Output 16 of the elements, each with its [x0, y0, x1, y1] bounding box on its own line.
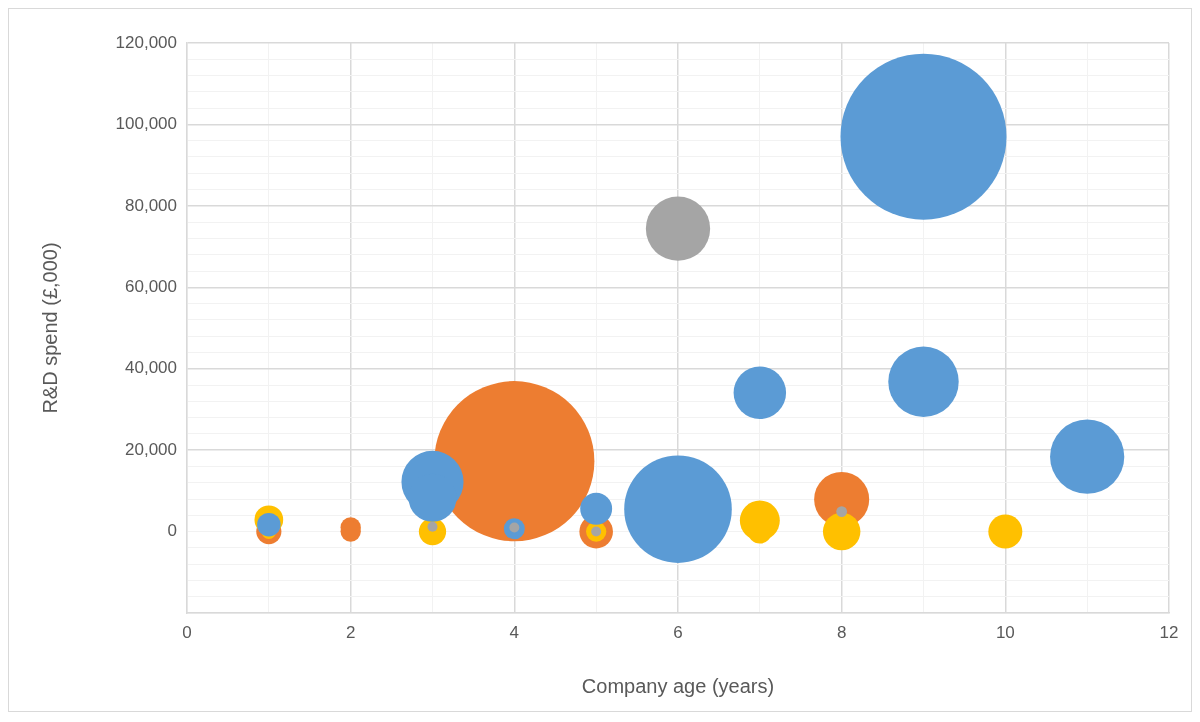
x-tick-label: 10 [995, 622, 1015, 642]
y-tick-label: 0 [167, 521, 177, 541]
x-tick-label: 6 [673, 622, 683, 642]
y-tick-label: 100,000 [115, 114, 177, 134]
y-tick-label: 80,000 [125, 195, 177, 215]
y-tick-label: 120,000 [115, 32, 177, 52]
x-tick-label: 4 [509, 622, 520, 642]
x-tick-label: 12 [1159, 622, 1179, 642]
y-tick-label: 20,000 [125, 439, 177, 459]
y-axis-title: R&D spend (£,000) [38, 242, 61, 414]
x-tick-label: 8 [836, 622, 847, 642]
x-tick-label: 2 [345, 622, 356, 642]
x-tick-label: 0 [182, 622, 192, 642]
y-tick-label: 60,000 [125, 276, 177, 296]
x-axis-title: Company age (years) [581, 674, 775, 697]
y-tick-label: 40,000 [125, 358, 177, 378]
